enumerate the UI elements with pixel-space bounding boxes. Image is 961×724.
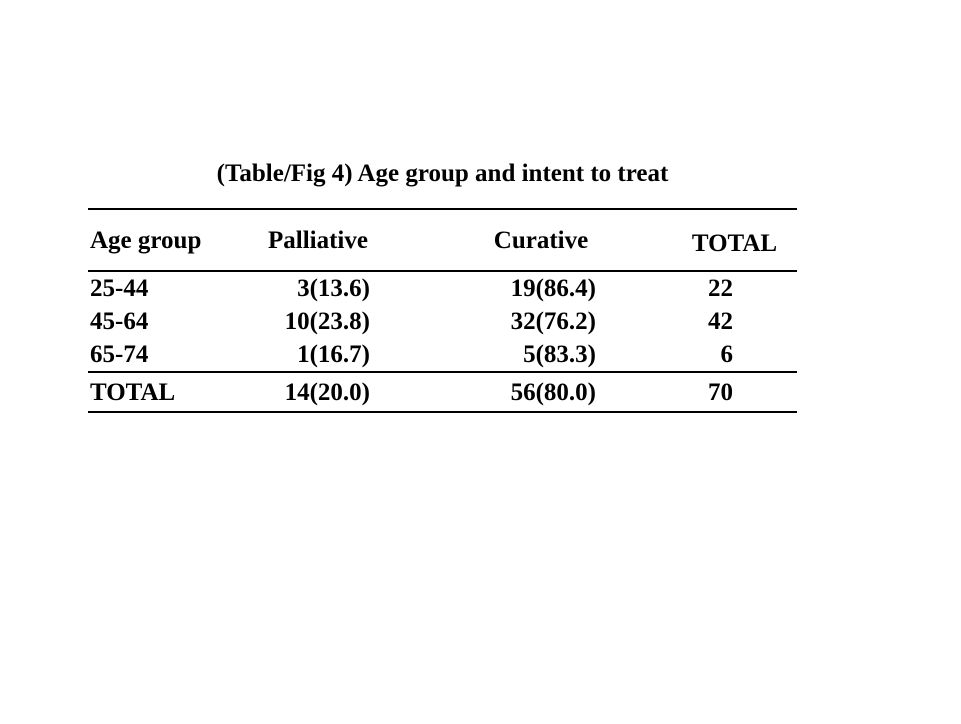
column-header-age-group: Age group bbox=[90, 226, 202, 254]
cell-curative-value: 5(83.3) bbox=[523, 341, 596, 368]
table-row: 65-74 1(16.7) 5(83.3) 6 bbox=[88, 338, 797, 372]
cell-palliative-value: 3(13.6) bbox=[297, 275, 370, 302]
cell-row-total: 22 bbox=[708, 275, 733, 302]
table-row: 25-44 3(13.6) 19(86.4) 22 bbox=[88, 271, 797, 305]
cell-curative-value: 32(76.2) bbox=[510, 308, 596, 335]
total-row: TOTAL 14(20.0) 56(80.0) 70 bbox=[88, 372, 797, 412]
column-header-palliative: Palliative bbox=[268, 226, 368, 254]
figure-title: (Table/Fig 4) Age group and intent to tr… bbox=[216, 160, 669, 187]
table-header: Age group Palliative Curative TOTAL bbox=[88, 209, 797, 271]
cell-age-group: 25-44 bbox=[90, 275, 149, 302]
cell-palliative-total: 14(20.0) bbox=[284, 378, 370, 406]
column-header-curative: Curative bbox=[493, 226, 589, 254]
cell-row-total: 6 bbox=[720, 341, 734, 368]
table-body: 25-44 3(13.6) 19(86.4) 22 45-64 10(23.8)… bbox=[88, 271, 797, 372]
table-row: 45-64 10(23.8) 32(76.2) 42 bbox=[88, 305, 797, 338]
age-intent-table: Age group Palliative Curative TOTAL 25-4… bbox=[88, 208, 797, 413]
cell-age-group: 65-74 bbox=[90, 341, 149, 368]
table-footer: TOTAL 14(20.0) 56(80.0) 70 bbox=[88, 372, 797, 412]
column-header-total: TOTAL bbox=[691, 229, 778, 257]
cell-row-total: 42 bbox=[708, 308, 733, 335]
cell-grand-total: 70 bbox=[708, 378, 733, 406]
cell-palliative-value: 10(23.8) bbox=[284, 308, 370, 335]
cell-total-label: TOTAL bbox=[90, 378, 176, 406]
cell-age-group: 45-64 bbox=[90, 308, 149, 335]
header-row: Age group Palliative Curative TOTAL bbox=[88, 209, 797, 271]
table-figure: (Table/Fig 4) Age group and intent to tr… bbox=[88, 0, 797, 724]
cell-curative-total: 56(80.0) bbox=[510, 378, 596, 406]
cell-palliative-value: 1(16.7) bbox=[297, 341, 370, 368]
cell-curative-value: 19(86.4) bbox=[510, 275, 596, 302]
